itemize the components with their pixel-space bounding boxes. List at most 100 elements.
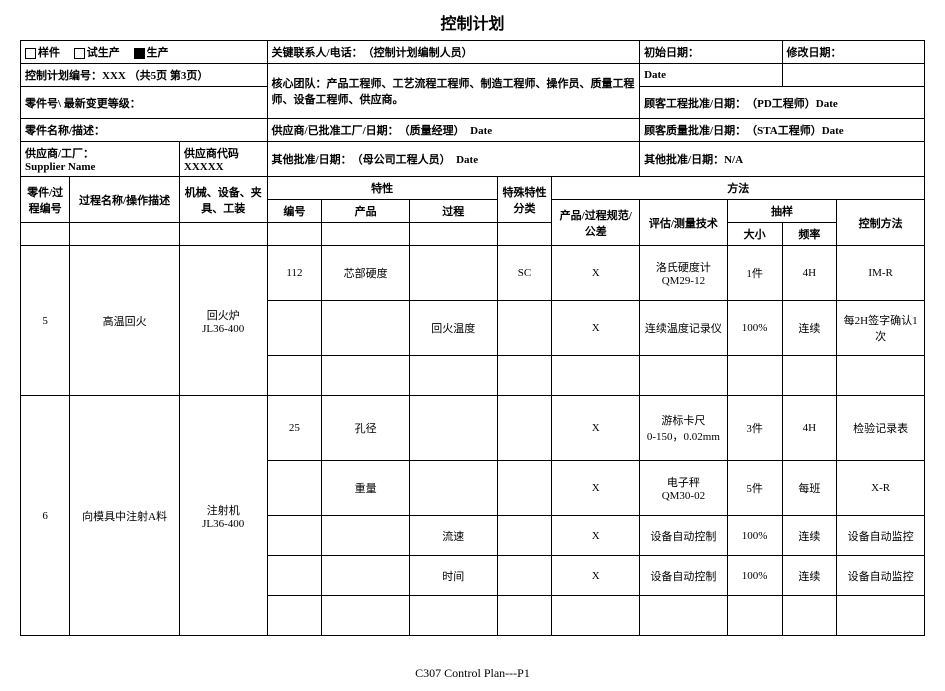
- col-part-proc-no-b: [21, 223, 70, 246]
- cell-control: 每2H签字确认1次: [837, 301, 925, 356]
- hdr-supplier-name: Supplier Name: [25, 161, 95, 173]
- cell-control: [837, 356, 925, 396]
- col-char-group: 特性: [267, 177, 497, 200]
- cell-size: 100%: [727, 516, 782, 556]
- cell-measure: 游标卡尺 0-150，0.02mm: [640, 396, 728, 461]
- control-plan-table: 样件 试生产 生产 关键联系人/电话： （控制计划编制人员） 初始日期： 修改日…: [20, 40, 925, 636]
- col-product: 产品: [322, 200, 410, 223]
- cell-size: 1件: [727, 246, 782, 301]
- col-size: 大小: [727, 223, 782, 246]
- label-trial: 试生产: [87, 47, 120, 59]
- hdr-part-name: 零件名称/描述：: [21, 119, 268, 142]
- col-proc-name: 过程名称/操作描述: [70, 177, 180, 223]
- cell-measure: 设备自动控制: [640, 556, 728, 596]
- cell-no: 6: [21, 396, 70, 636]
- cell-special: [497, 596, 552, 636]
- hdr-plan-no: 控制计划编号：XXX （共5页 第3页）: [21, 64, 268, 87]
- label-sample: 样件: [38, 47, 60, 59]
- cell-product: [322, 356, 410, 396]
- checkbox-prod: [134, 48, 145, 59]
- hdr-supplier-approve: 供应商/已批准工厂/日期： （质量经理） Date: [267, 119, 640, 142]
- cell-process: 回火温度: [409, 301, 497, 356]
- cell-control: IM-R: [837, 246, 925, 301]
- col-proc-name-b: [70, 223, 180, 246]
- col-sample-group: 抽样: [727, 200, 837, 223]
- cell-special: [497, 356, 552, 396]
- cell-product: [322, 516, 410, 556]
- cell-control: 检验记录表: [837, 396, 925, 461]
- cell-freq: 每班: [782, 461, 837, 516]
- cell-control: 设备自动监控: [837, 556, 925, 596]
- cell-size: [727, 356, 782, 396]
- hdr-cust-eng: 顾客工程批准/日期： （PD工程师）Date: [640, 87, 925, 119]
- col-process: 过程: [409, 200, 497, 223]
- cell-control: 设备自动监控: [837, 516, 925, 556]
- col-special: 特殊特性分类: [497, 177, 552, 223]
- cell-charno: [267, 301, 322, 356]
- checkbox-trial: [74, 48, 85, 59]
- cell-freq: 连续: [782, 516, 837, 556]
- col-char-no-b: [267, 223, 322, 246]
- cell-control: [837, 596, 925, 636]
- cell-special: [497, 556, 552, 596]
- cell-no: 5: [21, 246, 70, 396]
- cell-special: [497, 461, 552, 516]
- cell-name: 向模具中注射A料: [70, 396, 180, 636]
- cell-name: 高温回火: [70, 246, 180, 396]
- cell-freq: [782, 596, 837, 636]
- cell-size: 3件: [727, 396, 782, 461]
- cell-spec: X: [552, 556, 640, 596]
- hdr-supplier: 供应商/工厂： Supplier Name: [21, 142, 180, 177]
- cell-product: [322, 596, 410, 636]
- cell-special: [497, 516, 552, 556]
- cell-process: [409, 596, 497, 636]
- cell-process: [409, 461, 497, 516]
- cell-measure: 连续温度记录仪: [640, 301, 728, 356]
- cell-spec: X: [552, 461, 640, 516]
- cell-size: 100%: [727, 556, 782, 596]
- hdr-supplier-code-label: 供应商代码: [184, 148, 239, 160]
- col-special-b: [497, 223, 552, 246]
- cell-process: [409, 396, 497, 461]
- col-machine: 机械、设备、夹具、工装: [179, 177, 267, 223]
- cell-charno: [267, 596, 322, 636]
- cell-spec: [552, 356, 640, 396]
- col-freq: 频率: [782, 223, 837, 246]
- col-process-b: [409, 223, 497, 246]
- cell-measure: 洛氏硬度计 QM29-12: [640, 246, 728, 301]
- cell-spec: X: [552, 516, 640, 556]
- cell-measure: [640, 596, 728, 636]
- cell-product: 孔径: [322, 396, 410, 461]
- cell-freq: 4H: [782, 396, 837, 461]
- col-product-b: [322, 223, 410, 246]
- hdr-date1: Date: [640, 64, 782, 87]
- table-row: 5 高温回火 回火炉 JL36-400 112 芯部硬度 SC X 洛氏硬度计 …: [21, 246, 925, 301]
- hdr-supplier-code: 供应商代码 XXXXX: [179, 142, 267, 177]
- col-measure: 评估/测量技术: [640, 200, 728, 246]
- cell-control: X-R: [837, 461, 925, 516]
- cell-product: 重量: [322, 461, 410, 516]
- hdr-other-approve2: 其他批准/日期：N/A: [640, 142, 925, 177]
- cell-charno: [267, 461, 322, 516]
- hdr-part-no: 零件号\ 最新变更等级：: [21, 87, 268, 119]
- col-spec: 产品/过程规范/公差: [552, 200, 640, 246]
- hdr-cust-qual: 顾客质量批准/日期： （STA工程师）Date: [640, 119, 925, 142]
- cell-special: [497, 396, 552, 461]
- cell-machine: 注射机 JL36-400: [179, 396, 267, 636]
- cell-charno: 112: [267, 246, 322, 301]
- page-title: 控制计划: [20, 10, 925, 34]
- cell-process: [409, 356, 497, 396]
- cell-freq: 连续: [782, 301, 837, 356]
- cell-size: 100%: [727, 301, 782, 356]
- cell-special: SC: [497, 246, 552, 301]
- hdr-start-date: 初始日期：: [640, 41, 782, 64]
- cell-machine: 回火炉 JL36-400: [179, 246, 267, 396]
- col-part-proc-no: 零件/过程编号: [21, 177, 70, 223]
- hdr-blank1: [782, 64, 925, 87]
- cell-measure: 电子秤 QM30-02: [640, 461, 728, 516]
- cell-special: [497, 301, 552, 356]
- col-machine-b: [179, 223, 267, 246]
- cell-freq: [782, 356, 837, 396]
- cell-process: 流速: [409, 516, 497, 556]
- cell-spec: X: [552, 301, 640, 356]
